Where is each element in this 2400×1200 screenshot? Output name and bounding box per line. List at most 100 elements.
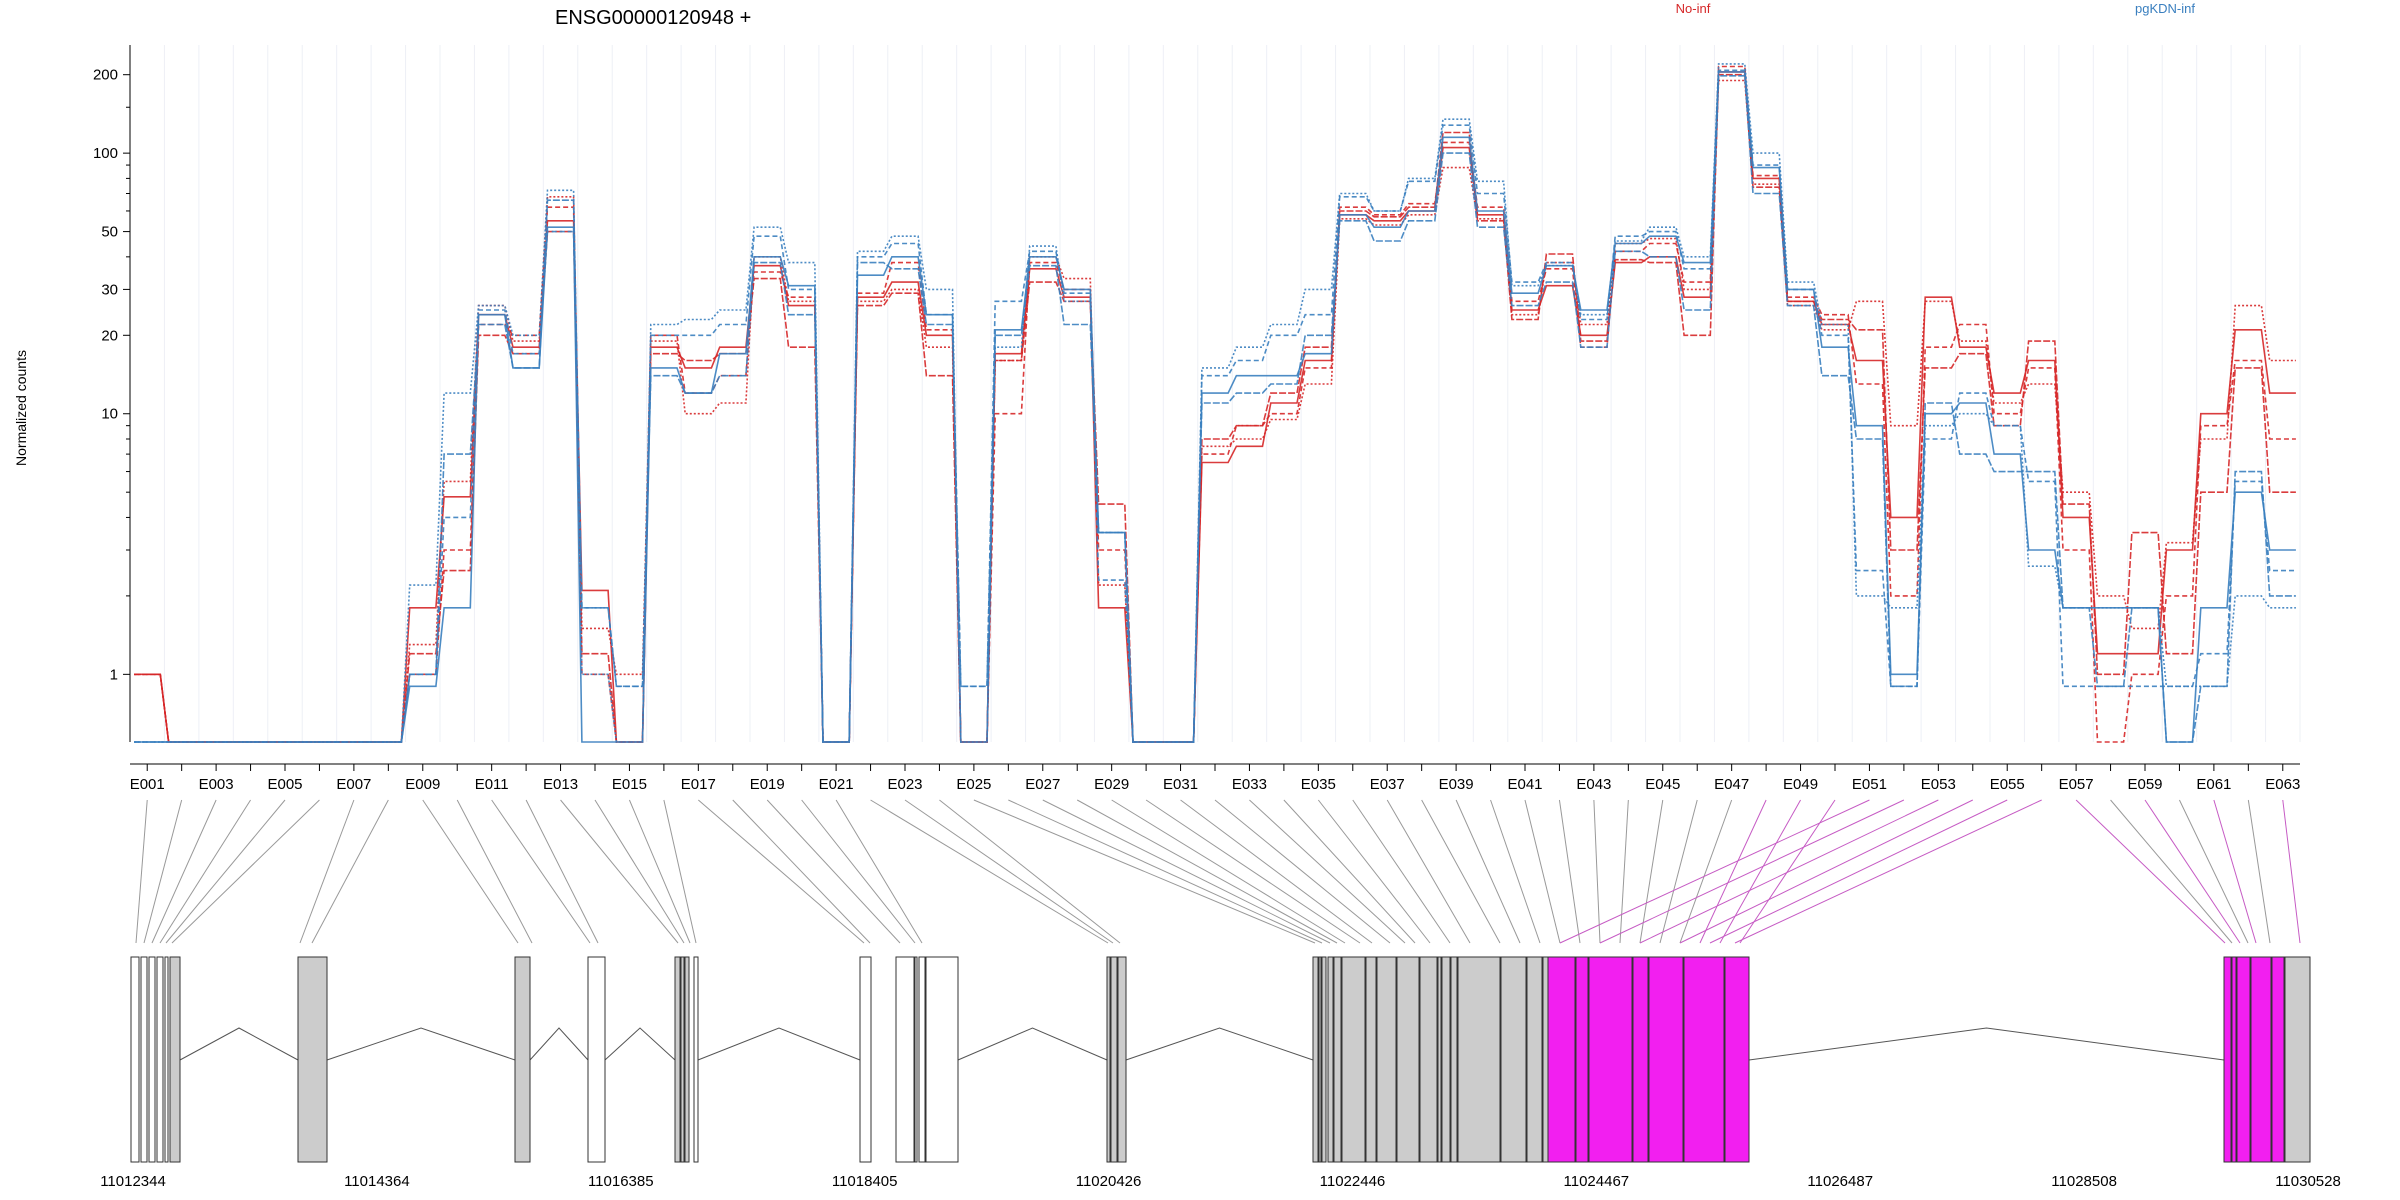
x-tick-label: E033	[1232, 776, 1267, 793]
exon-connector	[1739, 799, 1836, 944]
exon-box	[1547, 956, 1576, 1163]
coordinate-label: 11028508	[2051, 1173, 2117, 1190]
coordinate-label: 11024467	[1564, 1173, 1630, 1190]
exon-connector	[628, 799, 691, 944]
exon-connector	[135, 799, 148, 944]
exon-connector	[698, 799, 865, 944]
exon-connector	[973, 799, 1316, 944]
x-tick-label: E051	[1852, 776, 1887, 793]
exon-connector	[1524, 799, 1561, 944]
exon-box	[918, 956, 926, 1163]
exon-box	[1683, 956, 1725, 1163]
x-tick-label: E015	[612, 776, 647, 793]
exon-connector	[422, 799, 519, 944]
exon-connector	[299, 799, 355, 944]
exon-connector	[1659, 799, 1698, 944]
exon-connector	[2110, 799, 2233, 944]
exon-connector	[1619, 799, 1629, 944]
exon-box	[1724, 956, 1750, 1163]
exon-box	[164, 956, 169, 1163]
exon-box	[2284, 956, 2311, 1163]
exon-connector	[1593, 799, 1601, 944]
exon-box	[925, 956, 959, 1163]
y-tick-label: 1	[110, 666, 118, 683]
exon-connector	[1639, 799, 1664, 944]
x-tick-label: E007	[336, 776, 371, 793]
exon-box	[1575, 956, 1589, 1163]
exon-box	[1333, 956, 1342, 1163]
grid-lines	[129, 45, 2301, 742]
exon-box	[1648, 956, 1684, 1163]
exon-box	[914, 956, 918, 1163]
exon-connector	[159, 799, 251, 944]
x-tick-label: E001	[130, 776, 165, 793]
y-tick-label: 50	[101, 224, 118, 241]
genomic-coordinates: 11012344 11014364 11016385 11018405 11020426…	[100, 1173, 2341, 1190]
intron-line	[697, 1027, 861, 1061]
exon-connector	[2075, 799, 2226, 944]
exon-box	[1419, 956, 1438, 1163]
exon-box	[1376, 956, 1397, 1163]
exon-connector	[1111, 799, 1346, 944]
series-line-no-inf	[134, 65, 2296, 743]
exon-box	[2236, 956, 2251, 1163]
exon-box	[674, 956, 681, 1163]
coordinate-label: 11030528	[2275, 1173, 2341, 1190]
exon-box	[140, 956, 148, 1163]
series-line-pgkdn-inf	[134, 69, 2296, 743]
x-tick-label: E023	[887, 776, 922, 793]
exon-connector	[560, 799, 679, 944]
exon-box	[1110, 956, 1118, 1163]
exon-box	[1542, 956, 1549, 1163]
exon-connector	[939, 799, 1121, 944]
x-tick-label: E045	[1645, 776, 1680, 793]
exon-box	[1441, 956, 1451, 1163]
coordinate-label: 11012344	[100, 1173, 166, 1190]
x-tick-label: E047	[1714, 776, 1749, 793]
x-tick-label: E003	[199, 776, 234, 793]
y-tick-label: 10	[101, 406, 118, 423]
x-tick-label: E017	[681, 776, 716, 793]
exon-box	[680, 956, 685, 1163]
x-tick-label: E061	[2196, 776, 2231, 793]
x-tick-label: E029	[1094, 776, 1129, 793]
exon-connector	[1145, 799, 1361, 944]
exon-box	[130, 956, 140, 1163]
x-axis: E001 E003 E005 E007 E009 E011 E013 E015 E017 E019…	[130, 763, 2300, 793]
intron-line	[1748, 1027, 2225, 1061]
exon-connector	[491, 799, 591, 944]
exon-connector	[1386, 799, 1471, 944]
exon-connector	[2144, 799, 2241, 944]
exon-connector	[1599, 799, 1905, 944]
exon-connector	[1709, 799, 2008, 944]
exon-connector	[2247, 799, 2271, 944]
exon-connector	[1042, 799, 1331, 944]
intron-line	[529, 1027, 589, 1061]
x-tick-label: E041	[1507, 776, 1542, 793]
exon-box	[895, 956, 915, 1163]
exon-box	[2271, 956, 2285, 1163]
x-tick-label: E063	[2265, 776, 2300, 793]
intron-line	[604, 1027, 676, 1061]
exon-box	[514, 956, 531, 1163]
exon-connector	[151, 799, 217, 944]
intron-line	[957, 1027, 1108, 1061]
exon-connector	[732, 799, 871, 944]
exon-connector	[1076, 799, 1338, 944]
exon-box	[297, 956, 328, 1163]
x-tick-label: E035	[1301, 776, 1336, 793]
x-tick-label: E013	[543, 776, 578, 793]
exon-connector	[835, 799, 923, 944]
x-tick-label: E055	[1990, 776, 2025, 793]
series-line-no-inf	[134, 79, 2296, 743]
exon-box	[1321, 956, 1327, 1163]
exon-box	[1632, 956, 1649, 1163]
exon-connector	[1214, 799, 1391, 944]
exon-box	[1312, 956, 1319, 1163]
exon-connector	[1734, 799, 2042, 944]
intron-line	[1125, 1027, 1314, 1061]
exon-box	[2250, 956, 2272, 1163]
exon-connector	[1421, 799, 1501, 944]
exon-connector	[1283, 799, 1416, 944]
